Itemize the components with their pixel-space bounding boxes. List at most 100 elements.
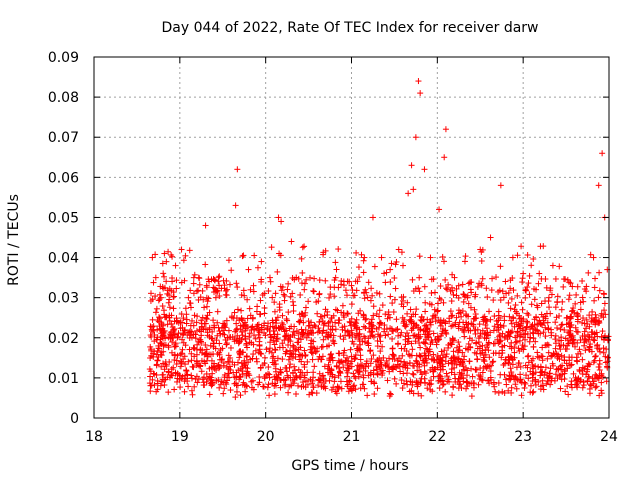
data-point (170, 293, 177, 300)
data-point (465, 340, 472, 347)
data-point (450, 291, 457, 298)
data-point (197, 294, 204, 301)
data-point (476, 321, 483, 328)
data-point (281, 297, 288, 304)
data-point (436, 372, 443, 379)
data-point (496, 287, 503, 294)
data-point (216, 349, 223, 356)
data-point (393, 380, 400, 387)
data-point (522, 380, 529, 387)
data-point (156, 291, 163, 298)
data-point (331, 374, 338, 381)
data-point (569, 337, 576, 344)
data-point (183, 367, 190, 374)
data-point (483, 335, 490, 342)
data-point (250, 282, 257, 289)
data-point (221, 331, 228, 338)
data-point (208, 379, 215, 386)
data-point (422, 308, 429, 315)
data-point (417, 353, 424, 360)
data-point (189, 391, 196, 398)
y-tick-label: 0.09 (48, 50, 79, 66)
data-point (325, 361, 332, 368)
data-point (522, 294, 529, 301)
data-point (558, 306, 565, 313)
data-point (416, 352, 423, 359)
data-point (516, 348, 523, 355)
data-point (177, 384, 184, 391)
data-point (511, 344, 518, 351)
data-point (242, 335, 249, 342)
data-point (388, 260, 395, 267)
data-point (158, 363, 165, 370)
data-point (203, 284, 210, 291)
data-point (389, 300, 396, 307)
data-point (147, 290, 154, 297)
data-point (222, 324, 229, 331)
data-point (482, 346, 489, 353)
data-point (236, 354, 243, 361)
data-point (160, 307, 167, 314)
data-point (577, 337, 584, 344)
x-tick-label: 19 (171, 429, 189, 445)
data-point (215, 324, 222, 331)
data-point (506, 313, 513, 320)
data-point (439, 381, 446, 388)
data-point (203, 316, 210, 323)
data-point (299, 379, 306, 386)
data-point (418, 392, 425, 399)
data-point (188, 357, 195, 364)
data-point (501, 333, 508, 340)
data-point (442, 276, 449, 283)
data-point (251, 252, 258, 259)
data-point (400, 320, 407, 327)
data-point (178, 350, 185, 357)
data-point (514, 252, 521, 259)
data-point (355, 264, 362, 271)
data-point (208, 335, 215, 342)
data-point (436, 206, 443, 213)
data-point (389, 345, 396, 352)
data-point (367, 360, 374, 367)
data-point (530, 388, 537, 395)
data-point (231, 361, 238, 368)
data-point (237, 392, 244, 399)
data-point (455, 356, 462, 363)
data-point (353, 320, 360, 327)
data-point (270, 337, 277, 344)
data-point (443, 370, 450, 377)
data-point (267, 339, 274, 346)
data-point (180, 257, 187, 264)
data-point (282, 333, 289, 340)
data-point (148, 382, 155, 389)
data-point (387, 279, 394, 286)
data-point (270, 353, 277, 360)
data-point (428, 380, 435, 387)
data-point (196, 281, 203, 288)
data-point (316, 370, 323, 377)
data-point (508, 389, 515, 396)
data-point (556, 342, 563, 349)
data-point (316, 277, 323, 284)
data-point (283, 348, 290, 355)
data-point (500, 294, 507, 301)
data-point (307, 376, 314, 383)
data-point (269, 359, 276, 366)
data-point (249, 314, 256, 321)
data-point (271, 299, 278, 306)
data-point (499, 349, 506, 356)
data-point (499, 343, 506, 350)
data-point (371, 391, 378, 398)
data-point (509, 275, 516, 282)
data-point (534, 304, 541, 311)
data-point (513, 364, 520, 371)
data-point (600, 345, 607, 352)
data-point (601, 307, 608, 314)
data-point (335, 317, 342, 324)
data-point (451, 274, 458, 281)
data-point (149, 254, 156, 261)
data-point (165, 299, 172, 306)
data-point (185, 294, 192, 301)
data-point (413, 358, 420, 365)
y-tick-label: 0.06 (48, 170, 79, 186)
